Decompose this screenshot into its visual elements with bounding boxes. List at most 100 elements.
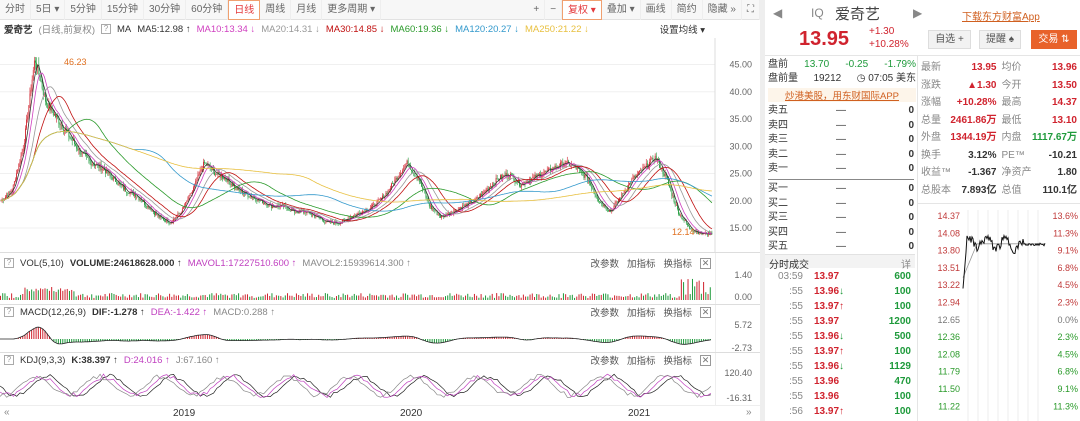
candle-body	[72, 139, 74, 141]
stat-value: 13.50	[1051, 79, 1077, 91]
volume-bar	[580, 293, 582, 300]
candle-body	[361, 213, 362, 215]
trade-time: :55	[789, 376, 803, 387]
volume-bar	[424, 297, 426, 300]
macd-bar	[153, 339, 155, 341]
period-tab[interactable]: 更多周期 ▾	[322, 0, 382, 20]
candle-body	[484, 190, 486, 192]
add-indicator-button[interactable]: 加指标	[626, 356, 656, 367]
toolbar-button[interactable]: 复权 ▾	[562, 0, 602, 20]
add-indicator-button[interactable]: 加指标	[626, 308, 656, 319]
macd-bar	[407, 336, 409, 339]
volume-bar	[407, 294, 409, 300]
toolbar-button[interactable]: 隐藏 »	[703, 0, 742, 20]
book-price: —	[836, 119, 846, 131]
help-icon[interactable]: ?	[4, 258, 14, 268]
volume-bar	[429, 295, 431, 300]
volume-bar	[518, 295, 520, 300]
macd-bar	[35, 327, 37, 339]
volume-bar	[55, 291, 57, 300]
add-indicator-button[interactable]: 加指标	[626, 259, 656, 270]
add-watchlist-button[interactable]: 自选 +	[928, 30, 971, 49]
toolbar-button[interactable]: 叠加 ▾	[602, 0, 641, 20]
period-tab[interactable]: 分时	[0, 0, 31, 20]
volume-bar	[651, 297, 653, 300]
ma-settings-button[interactable]: 设置均线 ▾	[659, 25, 705, 36]
volume-bar	[66, 288, 68, 300]
trades-detail-button[interactable]: 详	[901, 260, 911, 271]
period-tab[interactable]: 5分钟	[65, 0, 102, 20]
scroll-right-button[interactable]: »	[746, 407, 752, 418]
volume-bar	[491, 293, 493, 300]
download-app-link[interactable]: 下载东方财富App	[962, 12, 1040, 23]
edit-params-button[interactable]: 改参数	[590, 259, 619, 270]
toolbar-button[interactable]: −	[545, 0, 563, 20]
volume-bar	[391, 294, 393, 300]
toolbar-button[interactable]: ⛶	[742, 0, 760, 20]
close-icon[interactable]: ✕	[700, 354, 711, 366]
period-tab[interactable]: 15分钟	[102, 0, 145, 20]
close-icon[interactable]: ✕	[700, 257, 711, 269]
period-tab[interactable]: 30分钟	[144, 0, 187, 20]
candle-body	[272, 206, 273, 209]
macd-bar	[184, 338, 186, 339]
edit-params-button[interactable]: 改参数	[590, 356, 619, 367]
period-tab[interactable]: 5日 ▾	[31, 0, 66, 20]
toolbar-button[interactable]: 简约	[672, 0, 703, 20]
next-stock-icon[interactable]: ▶	[913, 6, 923, 20]
candlestick-chart[interactable]: 45.00 40.00 35.00 30.00 25.00 20.00 15.00 46.23…	[0, 38, 760, 253]
candle-body	[306, 211, 308, 214]
price-tick: 40.00	[729, 87, 752, 97]
remind-button[interactable]: 提醒 ♠	[979, 30, 1021, 49]
toolbar-button[interactable]: +	[528, 0, 546, 20]
premarket-time: ◷ 07:05 美东	[856, 73, 916, 84]
help-icon[interactable]: ?	[100, 24, 111, 34]
toolbar-button[interactable]: 画线	[641, 0, 672, 20]
candle-body	[208, 164, 210, 166]
macd-bar	[89, 339, 90, 342]
candle-body	[282, 204, 283, 205]
promo-link[interactable]: 炒港美股，用东财国际APP	[768, 88, 916, 102]
scroll-left-button[interactable]: «	[4, 407, 10, 418]
swap-indicator-button[interactable]: 换指标	[663, 356, 692, 367]
volume-bar	[86, 295, 88, 300]
swap-indicator-button[interactable]: 换指标	[663, 308, 692, 319]
volume-bar	[178, 295, 179, 300]
candle-body	[460, 207, 461, 209]
candle-body	[654, 155, 656, 162]
volume-bar	[362, 296, 364, 300]
volume-bar	[120, 296, 122, 300]
swap-indicator-button[interactable]: 换指标	[663, 259, 692, 270]
edit-params-button[interactable]: 改参数	[590, 308, 619, 319]
close-icon[interactable]: ✕	[700, 306, 711, 318]
volume-bar	[249, 296, 251, 300]
stat-label: 内盘	[1001, 132, 1022, 143]
price-tick: 30.00	[729, 141, 752, 151]
period-tab[interactable]: 月线	[291, 0, 323, 20]
volume-bar	[344, 295, 346, 300]
period-tab[interactable]: 周线	[260, 0, 292, 20]
help-icon[interactable]: ?	[4, 355, 14, 365]
macd-bar	[62, 339, 64, 344]
volume-bar	[315, 297, 317, 300]
book-row-buy: 买四 — 0	[768, 226, 914, 241]
volume-bar	[46, 288, 48, 300]
trade-button[interactable]: 交易 ⇅	[1031, 30, 1077, 49]
volume-bar	[229, 297, 231, 300]
candle-body	[434, 210, 436, 212]
help-icon[interactable]: ?	[4, 307, 14, 317]
macd-bar	[198, 335, 200, 339]
period-tab[interactable]: 60分钟	[186, 0, 229, 20]
prev-stock-icon[interactable]: ◀	[773, 6, 783, 20]
stat-row: 涨跌 ▲1.30 今开 13.50	[921, 77, 1077, 95]
stat-cell: 总量 2461.86万	[921, 112, 997, 130]
book-price: —	[836, 226, 846, 238]
volume-bar	[295, 293, 297, 300]
period-tab[interactable]: 日线	[228, 0, 261, 20]
kdj-header: ? KDJ(9,3,3) K:38.397 ↑ D:24.016 ↑ J:67.…	[0, 353, 715, 367]
candle-body	[453, 211, 455, 214]
volume-bar	[433, 297, 435, 300]
volume-bar	[173, 294, 175, 300]
volume-bar	[260, 296, 262, 300]
candle-body	[684, 220, 686, 222]
